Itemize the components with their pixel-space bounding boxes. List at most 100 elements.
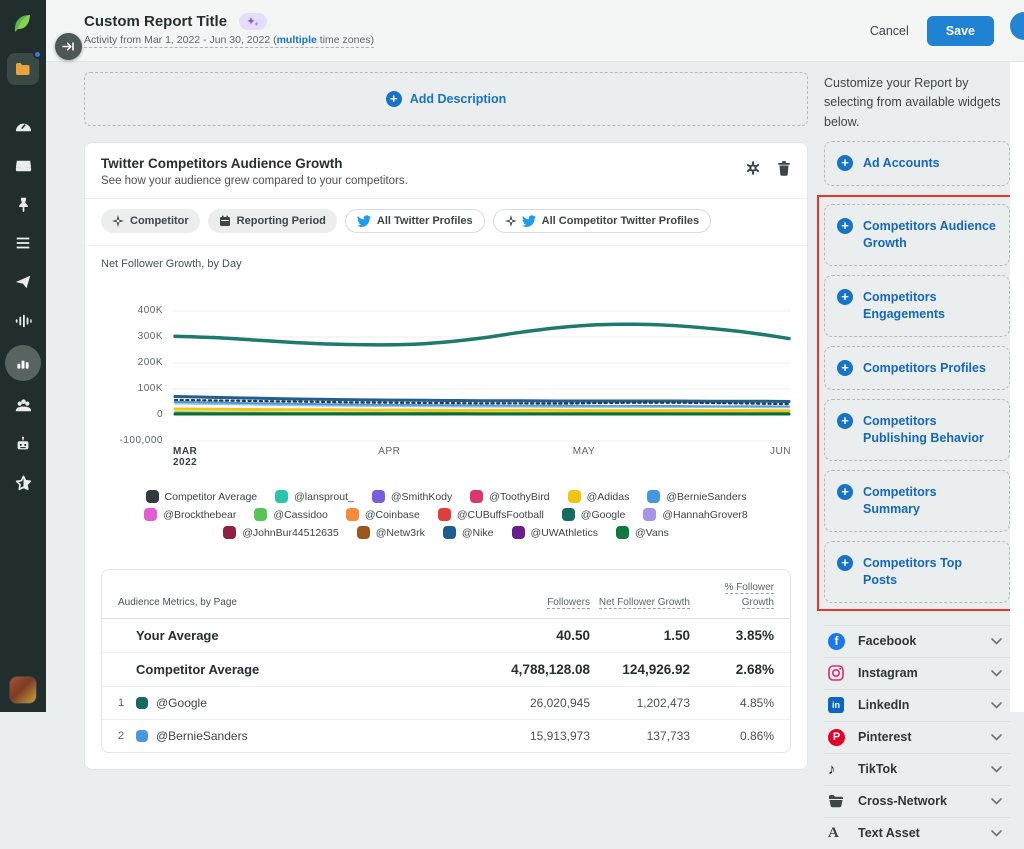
ai-assist-button[interactable] (239, 13, 268, 30)
chart-line (173, 400, 791, 408)
cell-net-growth: 1,202,473 (636, 696, 690, 710)
column-header-pct-growth[interactable]: % Follower Growth (724, 582, 774, 609)
sidebar-item-pinned[interactable] (8, 189, 38, 219)
x-tick-label: JUN (770, 446, 791, 457)
chevron-down-icon (991, 824, 1002, 842)
report-date-range: Activity from Mar 1, 2022 - Jun 30, 2022… (84, 34, 375, 48)
add-widget-button[interactable]: + Competitors Audience Growth (824, 204, 1010, 266)
table-row[interactable]: 2 @BernieSanders 15,913,973 137,733 0.86% (102, 719, 790, 752)
widget-filters: Competitor Reporting Period All Twitter … (85, 199, 807, 246)
star-icon (15, 475, 31, 490)
cell-followers: 26,020,945 (529, 696, 590, 710)
chart-y-axis: 400K 300K 200K 100K 0 -100,000 (101, 305, 173, 446)
sidebar-item-automation[interactable] (8, 429, 38, 459)
pinterest-icon: P (828, 728, 845, 746)
primary-sidebar (0, 0, 46, 712)
chart-title: Net Follower Growth, by Day (101, 258, 242, 270)
multiple-timezones-link[interactable]: multiple (276, 34, 317, 46)
sidebar-item-publishing[interactable] (8, 267, 38, 297)
facebook-icon: f (828, 632, 845, 650)
network-accordion-row[interactable]: Cross-Network (824, 784, 1010, 817)
add-widget-button[interactable]: + Competitors Engagements (824, 274, 1010, 337)
filter-pill[interactable]: All Twitter Profiles (344, 209, 485, 233)
cell-pct-growth: 3.85% (735, 628, 774, 643)
table-row[interactable]: Competitor Average 4,788,128.08 124,926.… (102, 652, 790, 686)
bar-chart-icon (17, 360, 29, 369)
sidebar-item-people[interactable] (8, 390, 38, 420)
legend-color-swatch (561, 508, 575, 521)
inbox-icon (15, 160, 31, 171)
filter-pill[interactable]: Competitor (101, 209, 200, 233)
column-header-net-growth[interactable]: Net Follower Growth (598, 597, 690, 609)
legend-item: @HannahGrover8 (643, 508, 748, 521)
sparkles-icon (247, 16, 259, 26)
sidebar-item-dashboard[interactable] (8, 111, 38, 141)
save-button[interactable]: Save (926, 15, 994, 46)
user-avatar[interactable] (9, 676, 37, 704)
network-accordion-row[interactable]: Instagram (824, 656, 1010, 689)
sidebar-item-tasks[interactable] (8, 228, 38, 258)
table-row[interactable]: Your Average 40.50 1.50 3.85% (102, 619, 790, 652)
filter-pill[interactable]: All Competitor Twitter Profiles (492, 209, 712, 233)
add-description-button[interactable]: + Add Description (84, 72, 808, 126)
chevron-down-icon (991, 760, 1002, 778)
tiktok-icon: ♪ (828, 760, 836, 778)
competitor-icon (112, 215, 124, 227)
legend-item: @Cassidoo (254, 508, 328, 521)
legend-item: @SmithKody (371, 490, 452, 503)
calendar-icon (219, 215, 230, 226)
row-color-swatch (136, 730, 148, 742)
sidebar-item-folders[interactable] (7, 50, 42, 85)
network-accordion-row[interactable]: in LinkedIn (824, 688, 1010, 721)
row-name: @BernieSanders (156, 729, 248, 743)
chart-line (174, 403, 790, 409)
y-tick-label: 300K (137, 331, 163, 342)
competitors-audience-growth-widget: Twitter Competitors Audience Growth See … (84, 142, 808, 770)
network-accordion-row[interactable]: A Text Asset (824, 816, 1010, 849)
widget-delete-button[interactable] (777, 160, 791, 181)
sidebar-item-listening[interactable] (8, 306, 38, 336)
panel-intro-text: Customize your Report by selecting from … (824, 76, 1001, 129)
list-icon (16, 237, 30, 249)
legend-color-swatch (254, 508, 268, 521)
add-widget-button[interactable]: + Competitors Top Posts (824, 540, 1010, 603)
chart-legend: Competitor Average @lansprout_ @SmithKod… (126, 490, 766, 543)
add-widget-button[interactable]: + Competitors Summary (824, 470, 1010, 532)
add-widget-button[interactable]: + Competitors Publishing Behavior (824, 399, 1010, 462)
cell-followers: 40.50 (556, 628, 590, 643)
legend-item: @Google (561, 508, 625, 521)
robot-icon (17, 436, 29, 450)
chart-line (173, 407, 791, 413)
widget-settings-button[interactable] (745, 160, 761, 181)
legend-item: @BernieSanders (647, 490, 746, 503)
legend-item: @Brockthebear (144, 508, 236, 521)
table-row[interactable]: 1 @Google 26,020,945 1,202,473 4.85% (102, 686, 790, 719)
folder-icon (16, 63, 30, 75)
twitter-icon (356, 215, 371, 227)
network-accordion-row[interactable]: P Pinterest (824, 720, 1010, 753)
audience-metrics-table: Audience Metrics, by Page Followers Net … (101, 569, 791, 753)
network-accordion-row[interactable]: f Facebook (824, 624, 1010, 657)
sidebar-item-reports-active[interactable] (5, 345, 41, 381)
legend-item: @ToothyBird (470, 490, 550, 503)
cancel-button[interactable]: Cancel (869, 23, 909, 38)
filter-pill[interactable]: Reporting Period (207, 209, 337, 233)
gear-icon (746, 161, 760, 175)
plus-icon: + (837, 554, 853, 571)
add-widget-button[interactable]: + Competitors Profiles (824, 345, 1010, 391)
sprout-logo-icon[interactable] (8, 7, 38, 37)
help-bubble-button[interactable] (1010, 12, 1024, 40)
legend-item: Competitor Average (145, 490, 257, 503)
sidebar-item-reviews[interactable] (8, 468, 38, 498)
column-header-followers[interactable]: Followers (547, 597, 590, 609)
network-accordion-row[interactable]: ♪ TikTok (824, 752, 1010, 785)
collapse-nav-button[interactable] (55, 33, 82, 60)
cell-net-growth: 137,733 (646, 729, 690, 743)
legend-item: @Vans (615, 526, 669, 539)
legend-color-swatch (145, 490, 159, 503)
report-canvas: + Add Description Twitter Competitors Aud… (46, 62, 816, 770)
sidebar-item-inbox[interactable] (8, 150, 38, 180)
legend-color-swatch (275, 490, 289, 503)
add-widget-button[interactable]: + Ad Accounts (824, 141, 1010, 186)
legend-item: @Netw3rk (356, 526, 425, 539)
